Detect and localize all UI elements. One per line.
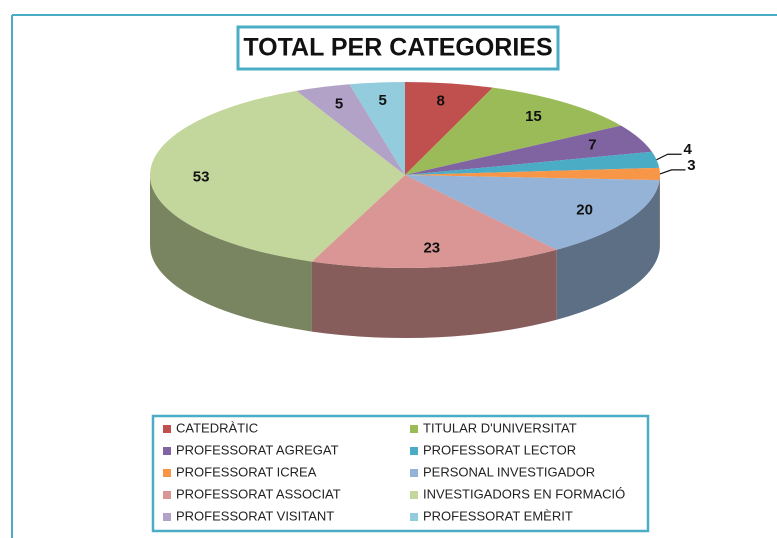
- legend-swatch: [410, 447, 418, 455]
- legend-swatch: [163, 491, 171, 499]
- legend-swatch: [410, 513, 418, 521]
- pie-slice: [405, 167, 661, 181]
- pie-side: [150, 175, 312, 332]
- pie-slice: [405, 125, 652, 175]
- leader-line: [659, 169, 686, 175]
- data-label: 8: [436, 93, 444, 110]
- legend-label: PROFESSORAT EMÈRIT: [423, 508, 573, 523]
- legend-label: CATEDRÀTIC: [176, 420, 258, 435]
- legend-swatch: [163, 425, 171, 433]
- legend-swatch: [163, 513, 171, 521]
- legend-swatch: [410, 425, 418, 433]
- legend-swatch: [163, 469, 171, 477]
- pie-slice: [311, 175, 557, 268]
- chart-title: TOTAL PER CATEGORIES: [243, 34, 552, 62]
- legend-label: PROFESSORAT ASSOCIAT: [176, 486, 341, 501]
- legend-label: TITULAR D'UNIVERSITAT: [423, 420, 577, 435]
- pie-slice: [296, 84, 405, 175]
- data-label: 7: [588, 137, 596, 154]
- pie-side: [556, 180, 660, 320]
- pie-slice: [405, 87, 622, 175]
- legend-swatch: [410, 469, 418, 477]
- data-label: 15: [525, 108, 542, 125]
- pie-slice: [405, 175, 660, 250]
- data-label: 53: [193, 168, 210, 185]
- legend-label: PROFESSORAT AGREGAT: [176, 442, 339, 457]
- data-label: 3: [687, 157, 695, 174]
- leader-line: [656, 153, 682, 161]
- legend-label: PROFESSORAT LECTOR: [423, 442, 576, 457]
- title-box: [236, 25, 560, 71]
- data-label: 20: [576, 201, 593, 218]
- data-label: 23: [423, 240, 440, 257]
- legend-label: INVESTIGADORS EN FORMACIÓ: [423, 486, 625, 501]
- pie-slice: [405, 82, 493, 175]
- legend-label: PROFESSORAT ICREA: [176, 464, 317, 479]
- data-label: 5: [378, 92, 386, 109]
- data-label: 5: [335, 96, 343, 113]
- data-label: 4: [684, 141, 693, 158]
- legend-box: [151, 414, 650, 533]
- pie-side: [311, 249, 557, 338]
- legend-swatch: [163, 447, 171, 455]
- pie-slice: [150, 90, 405, 262]
- legend-label: PERSONAL INVESTIGADOR: [423, 464, 595, 479]
- pie-slice: [349, 82, 405, 175]
- legend-swatch: [410, 491, 418, 499]
- legend-label: PROFESSORAT VISITANT: [176, 508, 334, 523]
- pie-slice: [405, 151, 660, 175]
